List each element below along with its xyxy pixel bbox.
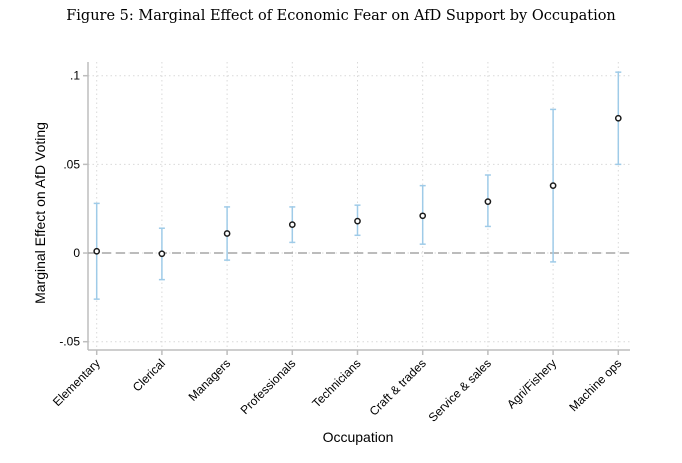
- x-tick-label: Craft & trades: [367, 356, 429, 418]
- data-point: [158, 250, 166, 258]
- chart-title: Figure 5: Marginal Effect of Economic Fe…: [66, 8, 616, 24]
- x-tick-label: Machine ops: [566, 356, 624, 414]
- x-tick-label: Managers: [186, 356, 234, 404]
- data-point: [419, 212, 427, 220]
- data-point: [614, 114, 622, 122]
- y-tick-label: -.05: [59, 335, 80, 349]
- data-point: [484, 198, 492, 205]
- x-tick-label: Technicians: [309, 356, 363, 410]
- data-point: [223, 230, 231, 237]
- y-tick-label: 0: [73, 246, 80, 260]
- x-tick-label: Clerical: [130, 356, 168, 394]
- y-tick-label: .05: [63, 157, 80, 171]
- y-axis-label: Marginal Effect on AfD Voting: [32, 122, 48, 304]
- x-tick-label: Service & sales: [426, 356, 494, 424]
- data-point: [93, 247, 101, 255]
- x-tick-label: Agri/Fishery: [504, 356, 559, 411]
- data-point: [288, 221, 296, 229]
- y-tick-label: .1: [70, 69, 80, 83]
- x-tick-label: Professionals: [238, 356, 299, 417]
- data-point: [354, 217, 361, 225]
- x-axis-label: Occupation: [323, 429, 394, 445]
- x-tick-label: Elementary: [50, 356, 103, 409]
- data-point: [549, 182, 557, 189]
